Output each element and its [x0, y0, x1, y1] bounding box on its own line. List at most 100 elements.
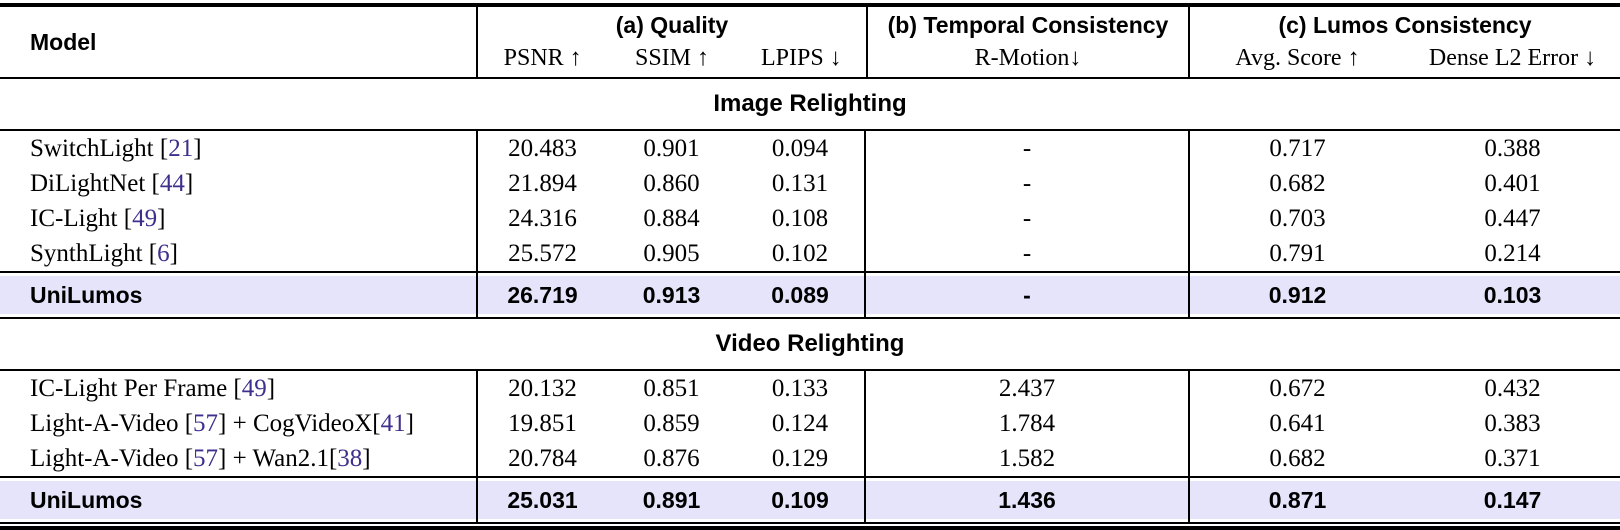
dense-l2-value: 0.432: [1484, 374, 1541, 402]
citation-link[interactable]: 6: [157, 239, 170, 267]
dense-l2-value: 0.371: [1484, 444, 1541, 472]
model-name: Light-A-Video [: [30, 409, 194, 437]
citation-link[interactable]: 41: [380, 409, 406, 437]
model-cell: IC-Light [49]: [0, 201, 478, 236]
ssim-value: 0.913: [607, 273, 736, 317]
avg-score-value: 0.672: [1269, 374, 1326, 402]
table-row: IC-Light [49] 24.316 0.884 0.108 - 0.703…: [0, 201, 1620, 236]
lpips-value: 0.109: [736, 478, 866, 522]
quality-group-header: (a) Quality PSNR ↑ SSIM ↑ LPIPS ↓: [478, 7, 866, 77]
model-name: DiLightNet [: [30, 169, 160, 197]
psnr-value: 21.894: [508, 169, 577, 197]
citation-link[interactable]: 44: [159, 169, 185, 197]
model-cell: UniLumos: [0, 478, 478, 522]
table-row: DiLightNet [44] 21.894 0.860 0.131 - 0.6…: [0, 166, 1620, 201]
rmotion-value: 1.582: [866, 441, 1190, 476]
lumos-group-header: (c) Lumos Consistency Avg. Score ↑ Dense…: [1190, 7, 1620, 77]
citation-link[interactable]: 21: [168, 134, 194, 162]
model-name: ] + CogVideoX[: [218, 409, 381, 437]
rmotion-value: 2.437: [866, 371, 1190, 406]
psnr-value: 26.719: [478, 273, 607, 317]
section-header-image-relighting: Image Relighting: [713, 90, 907, 117]
model-name: Light-A-Video [: [30, 444, 194, 472]
avg-score-value: 0.912: [1190, 273, 1405, 317]
bottom-rule-thin: [0, 522, 1620, 524]
model-column-header: Model: [0, 7, 478, 77]
psnr-column-header: PSNR ↑: [503, 45, 582, 71]
ssim-value: 0.905: [643, 239, 700, 267]
lpips-value: 0.129: [736, 441, 866, 476]
temporal-group-header: (b) Temporal Consistency R-Motion↓: [866, 7, 1190, 77]
lpips-value: 0.089: [736, 273, 866, 317]
header-rule: [0, 77, 1620, 79]
avg-score-value: 0.791: [1269, 239, 1326, 267]
avg-score-column-header: Avg. Score ↑: [1235, 45, 1360, 71]
model-name: ]: [362, 444, 371, 472]
avg-score-value: 0.703: [1269, 204, 1326, 232]
lpips-value: 0.133: [736, 371, 866, 406]
citation-link[interactable]: 49: [241, 374, 267, 402]
model-name: SynthLight [: [30, 239, 158, 267]
citation-link[interactable]: 57: [193, 444, 219, 472]
avg-score-value: 0.717: [1269, 134, 1326, 162]
table-row: SwitchLight [21] 20.483 0.901 0.094 - 0.…: [0, 131, 1620, 166]
model-name: ]: [266, 374, 276, 402]
section-end-rule: [0, 317, 1620, 319]
dense-l2-value: 0.388: [1484, 134, 1541, 162]
model-cell: SwitchLight [21]: [0, 131, 478, 166]
dense-l2-value: 0.103: [1405, 273, 1620, 317]
table-row: IC-Light Per Frame [49] 20.132 0.851 0.1…: [0, 371, 1620, 406]
quality-group-label: (a) Quality: [615, 12, 729, 38]
lpips-value: 0.131: [736, 166, 866, 201]
model-name: ] + Wan2.1[: [218, 444, 338, 472]
model-name: ]: [184, 169, 194, 197]
ssim-column-header: SSIM ↑: [634, 45, 709, 71]
lpips-value: 0.124: [736, 406, 866, 441]
citation-link[interactable]: 57: [193, 409, 219, 437]
avg-score-value: 0.871: [1190, 478, 1405, 522]
lumos-group-label: (c) Lumos Consistency: [1278, 12, 1532, 38]
section-rule: [0, 369, 1620, 371]
model-cell: UniLumos: [0, 273, 478, 317]
model-name: ]: [405, 409, 414, 437]
psnr-value: 25.031: [478, 478, 607, 522]
citation-link[interactable]: 38: [337, 444, 363, 472]
model-name: SwitchLight [: [30, 134, 169, 162]
ssim-value: 0.901: [643, 134, 700, 162]
avg-score-value: 0.641: [1269, 409, 1326, 437]
model-cell: SynthLight [6]: [0, 236, 478, 271]
citation-link[interactable]: 49: [132, 204, 158, 232]
psnr-value: 25.572: [508, 239, 577, 267]
lpips-value: 0.102: [736, 236, 866, 271]
highlight-row-unilumos: UniLumos 26.719 0.913 0.089 - 0.912 0.10…: [0, 273, 1620, 317]
model-cell: DiLightNet [44]: [0, 166, 478, 201]
table-row: Light-A-Video [57] + Wan2.1[38] 20.784 0…: [0, 441, 1620, 476]
bottom-rule-thick: [0, 526, 1620, 530]
model-name: IC-Light [: [30, 204, 133, 232]
psnr-value: 20.132: [508, 374, 577, 402]
psnr-value: 20.483: [508, 134, 577, 162]
dense-l2-column-header: Dense L2 Error ↓: [1428, 45, 1597, 71]
ssim-value: 0.884: [643, 204, 700, 232]
model-cell: Light-A-Video [57] + CogVideoX[41]: [0, 406, 478, 441]
rmotion-column-header: R-Motion↓: [974, 45, 1082, 71]
ssim-value: 0.851: [643, 374, 700, 402]
psnr-value: 24.316: [508, 204, 577, 232]
lpips-value: 0.108: [736, 201, 866, 236]
bottom-rule-gap: [0, 524, 1620, 526]
model-name: UniLumos: [30, 486, 143, 513]
highlight-row-unilumos: UniLumos 25.031 0.891 0.109 1.436 0.871 …: [0, 478, 1620, 522]
ssim-value: 0.860: [643, 169, 700, 197]
dense-l2-value: 0.147: [1405, 478, 1620, 522]
model-cell: Light-A-Video [57] + Wan2.1[38]: [0, 441, 478, 476]
model-name: IC-Light Per Frame [: [30, 374, 242, 402]
psnr-value: 20.784: [508, 444, 577, 472]
psnr-value: 19.851: [508, 409, 577, 437]
section-rule: [0, 129, 1620, 131]
model-name: UniLumos: [30, 281, 143, 308]
ssim-value: 0.891: [607, 478, 736, 522]
rmotion-value: -: [866, 201, 1190, 236]
ssim-value: 0.859: [643, 409, 700, 437]
table-row: SynthLight [6] 25.572 0.905 0.102 - 0.79…: [0, 236, 1620, 271]
